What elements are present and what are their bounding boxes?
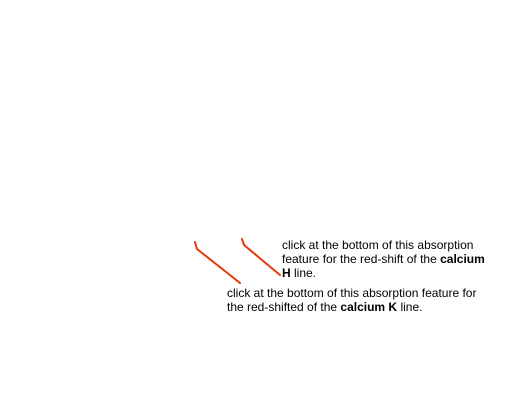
calcium-h-emphasis-element: calcium xyxy=(440,252,485,266)
calcium-k-emphasis: calcium K xyxy=(340,300,398,314)
calcium-k-pointer xyxy=(194,241,241,284)
calcium-h-instruction-text: click at the bottom of this absorption f… xyxy=(282,238,474,266)
calcium-k-instruction: click at the bottom of this absorption f… xyxy=(227,286,487,314)
calcium-h-emphasis-line: H xyxy=(282,266,291,280)
calcium-k-instruction-text: click at the bottom of this absorption f… xyxy=(227,286,477,314)
calcium-h-instruction-suffix: line. xyxy=(290,266,317,280)
calcium-h-instruction: click at the bottom of this absorption f… xyxy=(282,238,497,280)
calcium-k-instruction-suffix: line. xyxy=(397,300,423,314)
calcium-h-pointer xyxy=(241,238,281,276)
